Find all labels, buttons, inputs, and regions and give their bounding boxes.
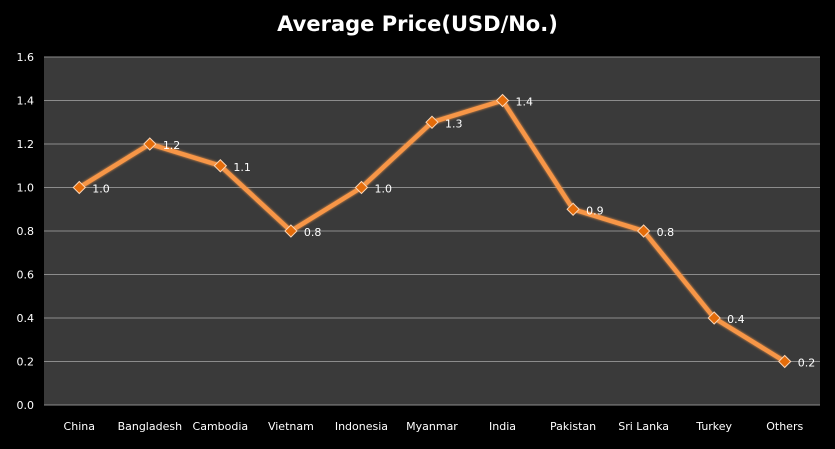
data-label: 0.2 [798, 357, 816, 370]
x-tick-label: Bangladesh [118, 420, 183, 433]
x-tick-label: Cambodia [193, 420, 249, 433]
x-axis-ticks: China Bangladesh Cambodia Vietnam Indonesia M… [64, 420, 804, 433]
x-tick-label: Indonesia [335, 420, 388, 433]
data-point-marker [143, 137, 157, 151]
data-point-marker [72, 180, 86, 195]
data-point-marker [425, 115, 439, 129]
data-label: 0.8 [657, 226, 675, 239]
x-tick-label: Pakistan [550, 420, 596, 433]
x-tick-label: India [489, 420, 516, 433]
x-tick-label: China [64, 420, 95, 433]
data-label: 1.1 [233, 161, 251, 174]
y-tick-label: 0.8 [17, 225, 35, 238]
data-label: 1.3 [445, 117, 463, 130]
x-tick-label: Sri Lanka [618, 420, 669, 433]
y-axis-ticks: 0.0 0.2 0.4 0.6 0.8 1.0 1.2 1.4 1.6 [17, 51, 35, 412]
y-tick-label: 0.4 [17, 312, 35, 325]
data-point-marker [778, 354, 792, 369]
data-point-marker [213, 159, 228, 173]
y-tick-label: 1.6 [17, 51, 35, 64]
x-tick-label: Myanmar [406, 420, 458, 433]
y-tick-label: 1.4 [17, 95, 35, 108]
data-label: 1.0 [92, 183, 110, 196]
y-tick-label: 0.6 [17, 269, 35, 282]
data-point-marker [354, 180, 369, 195]
y-tick-label: 0.0 [17, 399, 35, 412]
gridlines [44, 56, 820, 406]
data-label: 1.4 [516, 96, 534, 109]
data-label: 1.2 [163, 139, 181, 152]
x-tick-label: Vietnam [268, 420, 314, 433]
data-labels: 1.0 1.2 1.1 0.8 1.0 1.3 1.4 0.9 0.8 0.4 0.2 [92, 96, 815, 370]
data-label: 1.0 [374, 183, 392, 196]
x-tick-label: Others [766, 420, 803, 433]
y-tick-label: 1.0 [17, 182, 35, 195]
chart-title: Average Price(USD/No.) [277, 12, 558, 36]
y-tick-label: 1.2 [17, 138, 35, 151]
x-tick-label: Turkey [695, 420, 732, 433]
data-point-marker [707, 311, 721, 325]
data-markers [72, 93, 792, 369]
data-point-marker [566, 202, 580, 216]
y-tick-label: 0.2 [17, 356, 35, 369]
data-label: 0.9 [586, 204, 604, 217]
data-label: 0.8 [304, 226, 322, 239]
data-point-marker [636, 224, 651, 238]
data-point-marker [284, 224, 298, 238]
data-point-marker [495, 93, 510, 108]
data-label: 0.4 [727, 313, 745, 326]
